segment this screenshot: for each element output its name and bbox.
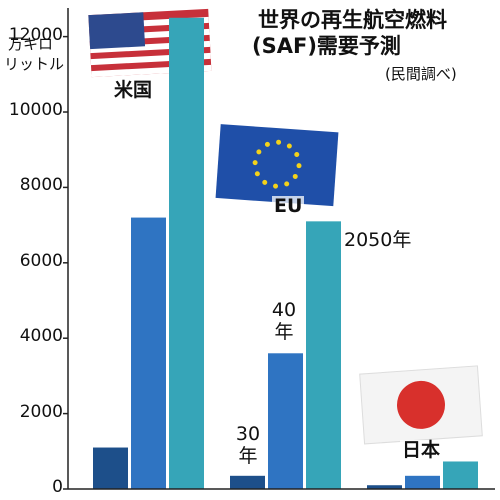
chart-title: (SAF)需要予測 xyxy=(252,34,401,58)
bar xyxy=(131,217,166,490)
y-tick-label: 6000 xyxy=(19,250,63,271)
y-tick-label: 4000 xyxy=(19,326,63,347)
category-label: 米国 xyxy=(112,79,155,102)
y-axis-label: リットル xyxy=(4,55,65,73)
japan-flag xyxy=(359,365,483,445)
y-tick-label: 0 xyxy=(52,477,63,497)
y-tick-label: 12000 xyxy=(8,24,63,45)
bar xyxy=(405,475,440,489)
bar xyxy=(367,485,402,489)
series-label: 2050年 xyxy=(344,229,412,252)
category-label: EU xyxy=(272,195,305,218)
bar xyxy=(169,17,204,490)
bar xyxy=(268,353,303,489)
series-label: 40年 xyxy=(266,299,302,344)
y-tick-label: 10000 xyxy=(8,100,63,121)
bar xyxy=(306,221,341,490)
bar xyxy=(230,475,265,489)
series-label: 30年 xyxy=(230,423,266,468)
eu-flag xyxy=(215,124,339,207)
bar xyxy=(93,447,128,489)
category-label: 日本 xyxy=(400,439,443,462)
y-tick-label: 2000 xyxy=(19,401,63,422)
y-tick-label: 8000 xyxy=(19,175,63,196)
y-axis-label: 万キロ xyxy=(8,35,54,53)
chart-title: 世界の再生航空燃料 xyxy=(258,8,447,32)
bar xyxy=(443,461,478,489)
chart-subtitle: (民間調べ) xyxy=(385,65,457,83)
